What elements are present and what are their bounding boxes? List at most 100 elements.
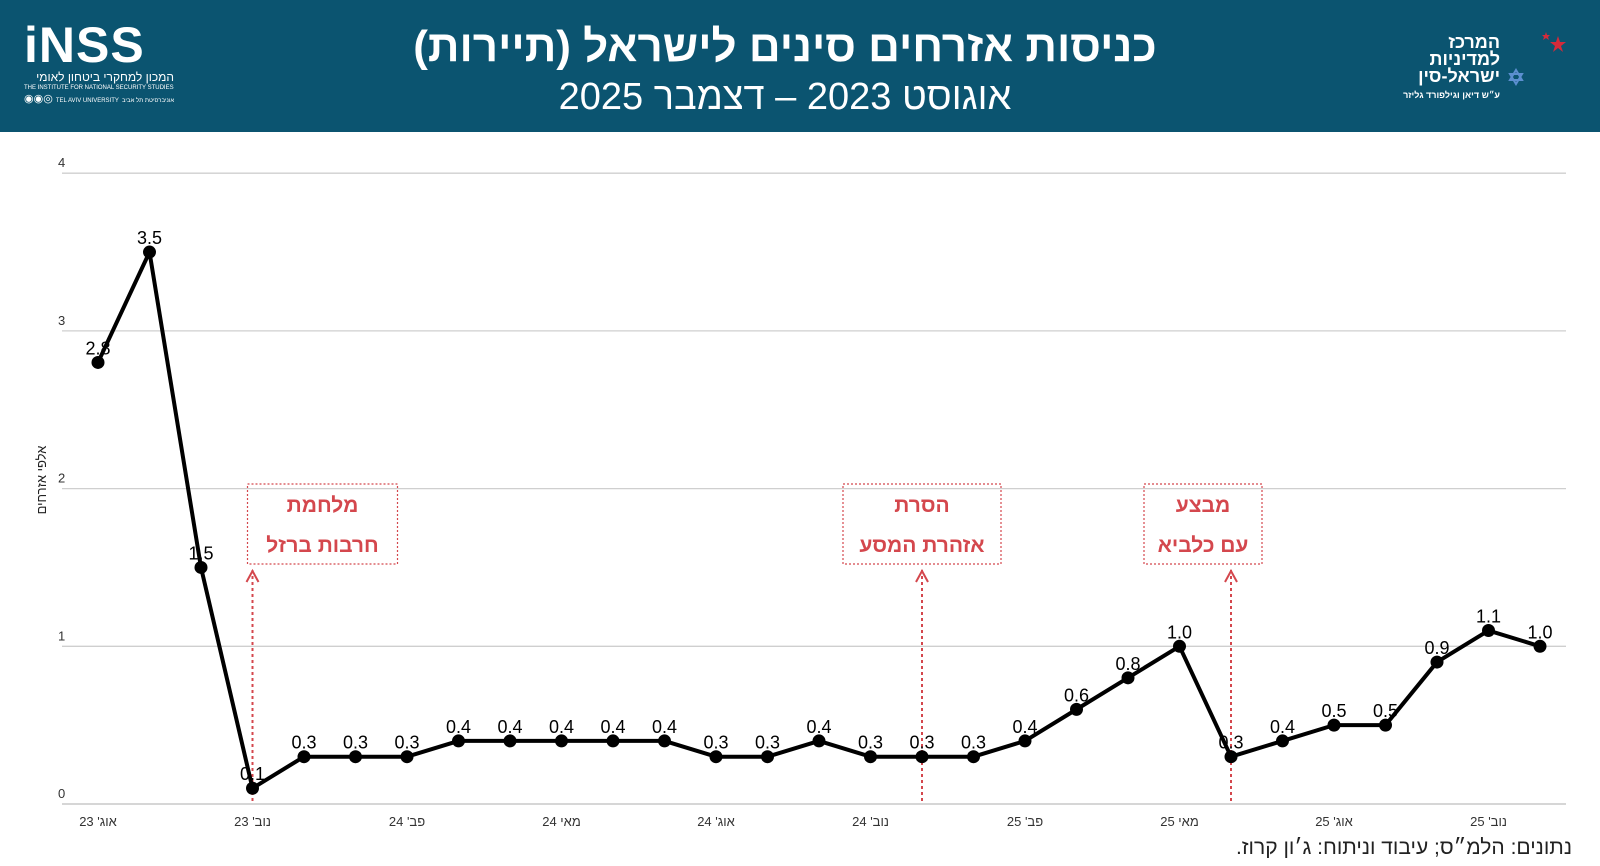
data-point [1018,734,1032,748]
line-chart: 0 1 2 3 4 אלפי אזרחים אוג' 23 נוב' 23 פב' 24 מא… [34,155,1566,829]
center-name: המרכז למדיניות ישראל-סין [1418,32,1500,86]
data-label: 0.4 [446,717,471,737]
data-label: 0.5 [1321,701,1346,721]
annotation-label: מבצע [1176,494,1230,517]
data-label: 1.0 [1167,622,1192,642]
x-tick-label: מאי 25 [1160,814,1199,829]
data-point [864,750,877,764]
tau-hebrew: אוניברסיטת תל אביב [121,98,175,104]
annotation-label: הסרת [894,494,949,517]
data-point [1379,718,1392,732]
header-bar: iNSS המכון למחקרי ביטחון לאומי THE INSTI… [0,0,1600,132]
data-point [452,734,465,748]
x-tick-label: נוב' 23 [234,814,271,829]
y-axis-label: אלפי אזרחים [34,446,49,515]
center-name-line2: למדיניות [1429,49,1500,69]
data-label: 0.4 [1012,717,1037,737]
data-label: 0.1 [240,764,265,784]
inss-logo: iNSS המכון למחקרי ביטחון לאומי THE INSTI… [24,20,184,114]
annotation-box [842,483,1002,565]
x-tick-label: פב' 24 [389,814,425,829]
annotation-label: חרבות ברזל [266,534,379,557]
x-tick-label: פב' 25 [1007,814,1043,829]
data-point [812,734,826,748]
data-label: 0.3 [703,733,728,753]
data-point [91,355,105,369]
data-point [1070,702,1083,716]
data-point [761,750,774,764]
data-label: 0.4 [497,717,522,737]
data-label: 0.3 [961,733,986,753]
data-point [1224,750,1238,764]
data-point [349,750,362,764]
event-annotations: מלחמת חרבות ברזל הסרת אזהרת המסע מבצע עם כלבי… [245,483,1263,804]
data-points [91,245,1547,795]
data-label: 2.8 [85,338,110,358]
y-tick-labels: 0 1 2 3 4 [58,155,65,801]
x-tick-label: אוג' 25 [1315,814,1353,829]
data-point [1482,624,1495,638]
data-point [967,750,980,764]
data-point [606,734,620,748]
x-tick-label: אוג' 23 [79,814,117,829]
center-dedication: ע״ש דיאן וגילפורד גליזר [1403,90,1500,100]
x-tick-label: מאי 24 [542,814,581,829]
y-tick-label: 1 [58,628,65,643]
annotation-box [246,483,399,565]
data-point [143,245,156,259]
inss-wordmark: iNSS [24,17,145,73]
data-label: 1.0 [1527,622,1552,642]
annotation-label: מלחמת [287,494,359,517]
y-tick-label: 0 [58,786,65,801]
data-point [1430,655,1444,669]
x-tick-label: נוב' 24 [852,814,889,829]
y-tick-label: 4 [58,155,65,170]
data-point [1276,734,1289,748]
center-name-line1: המרכז [1448,32,1500,52]
source-note: נתונים: הלמ״ס; עיבוד וניתוח: ג׳ון קרוז. [1235,836,1572,859]
data-point [1173,639,1186,653]
data-label: 0.3 [343,733,368,753]
data-label: 0.3 [909,733,934,753]
annotation-label: עם כלביא [1158,534,1249,557]
x-tick-label: נוב' 25 [1470,814,1507,829]
data-label: 0.5 [1373,701,1398,721]
data-point [297,750,311,764]
data-point [658,734,671,748]
x-tick-label: אוג' 24 [697,814,735,829]
data-label: 1.5 [188,543,213,563]
y-tick-label: 2 [58,471,65,486]
data-label: 0.8 [1115,654,1140,674]
data-label: 0.3 [858,733,883,753]
inss-hebrew-name: המכון למחקרי ביטחון לאומי [36,70,174,84]
data-label: 0.3 [755,733,780,753]
data-label: 3.5 [137,228,162,248]
annotation-label: אזהרת המסע [859,534,984,557]
y-tick-label: 3 [58,313,65,328]
data-label: 0.3 [1218,733,1243,753]
data-point [1533,639,1547,653]
gridlines [62,172,1566,805]
annotation-arrowhead-icon [245,568,260,583]
inss-emblem-icon: ◉◉◎ TEL AVIV UNIVERSITY אוניברסיטת תל אב… [24,93,175,105]
data-point [1327,718,1341,732]
annotation-arrowhead-icon [1224,568,1238,583]
center-name-line3: ישראל-סין [1418,66,1500,86]
tau-english: TEL AVIV UNIVERSITY [55,98,119,104]
annotation-arrowhead-icon [915,568,929,583]
data-label: 0.6 [1064,685,1089,705]
data-label: 1.1 [1476,607,1501,627]
data-point [915,750,929,764]
data-label: 0.3 [291,733,316,753]
data-point [400,750,414,764]
data-point [246,781,259,795]
data-point [709,750,723,764]
chart-title: כניסות אזרחים סינים לישראל (תיירות) [413,22,1157,71]
crescent-star-icon [1508,32,1567,96]
chart-subtitle: אוגוסט 2023 – דצמבר 2025 [558,76,1012,118]
data-point [1121,671,1135,685]
data-labels: 2.8 3.5 1.5 0.1 0.3 0.3 0.3 0.4 0.4 0.4 0.4 0.4 0.3 0… [85,228,1552,784]
x-tick-labels: אוג' 23 נוב' 23 פב' 24 מאי 24 אוג' 24 נוב' 24… [79,814,1507,829]
data-point [555,734,568,748]
data-label: 0.3 [394,733,419,753]
